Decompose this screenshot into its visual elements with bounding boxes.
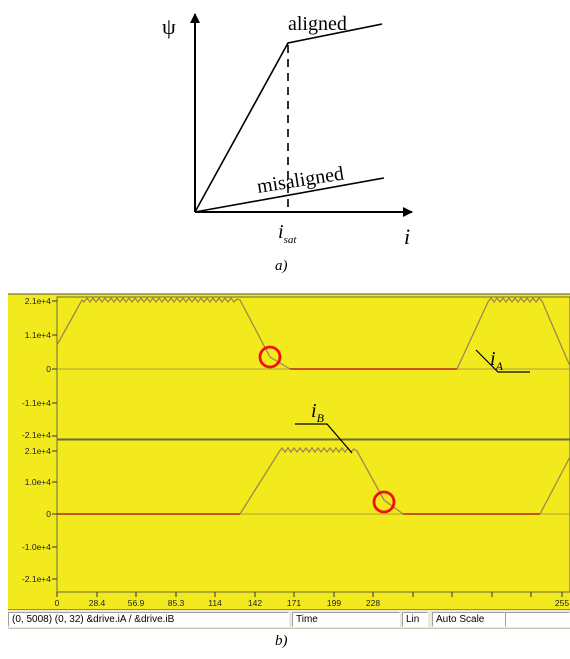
- top-ytick-label: -2.1e+4: [22, 430, 51, 440]
- caption-a-text: a): [275, 258, 288, 274]
- xtick-label: 28.4: [89, 598, 106, 608]
- bottom-ytick-label: 1.0e+4: [25, 477, 52, 487]
- top-ytick-label: 0: [46, 364, 51, 374]
- x-axis-ticks: [56, 592, 563, 597]
- caption-b-text: b): [275, 633, 288, 649]
- bottom-y-axis: [52, 450, 57, 580]
- scope-status-bar: (0, 5008) (0, 32) &drive.iA / &drive.iB …: [8, 609, 570, 629]
- scope-top-plot-area: [56, 296, 570, 440]
- flux-current-diagram: ψ aligned misaligned isat i: [162, 13, 413, 249]
- top-y-axis: [52, 300, 57, 437]
- current-axis-label: i: [404, 224, 410, 249]
- xtick-label: 85.3: [168, 598, 185, 608]
- xtick-label: 142: [248, 598, 262, 608]
- status-scale-type[interactable]: Lin: [402, 612, 428, 627]
- isat-label: isat: [278, 221, 297, 246]
- xtick-label: 199: [327, 598, 341, 608]
- aligned-curve: [194, 23, 383, 213]
- bottom-ytick-label: 0: [46, 509, 51, 519]
- marker-circle-b: [372, 490, 396, 514]
- xtick-label: 171: [287, 598, 301, 608]
- xtick-label: 0: [55, 598, 60, 608]
- scope-panel: 2.1e+4 1.1e+4 0 -1.1e+4 -2.1e+4 2.1e+4 1…: [8, 293, 570, 609]
- label-a-leader: [475, 349, 530, 373]
- xtick-label: 255: [555, 598, 569, 608]
- status-x-axis-mode[interactable]: Time: [292, 612, 400, 627]
- trace-a-waveform: [56, 296, 570, 370]
- caption-b: b): [275, 633, 288, 650]
- psi-axis-label: ψ: [162, 14, 176, 39]
- bottom-ytick-label: -2.1e+4: [22, 574, 51, 584]
- top-ytick-label: 1.1e+4: [25, 330, 52, 340]
- bottom-ytick-label: 2.1e+4: [25, 446, 52, 456]
- xtick-label: 228: [366, 598, 380, 608]
- label-b: iB: [311, 400, 325, 425]
- status-auto-scale[interactable]: Auto Scale: [432, 612, 506, 627]
- status-empty-cell: [505, 612, 570, 627]
- scope-bottom-plot-area: [56, 439, 570, 593]
- xtick-label: 56.9: [128, 598, 145, 608]
- aligned-label: aligned: [288, 13, 347, 35]
- label-b-leader: [295, 423, 353, 454]
- status-signal-info: (0, 5008) (0, 32) &drive.iA / &drive.iB: [8, 612, 289, 627]
- xtick-label: 114: [208, 598, 222, 608]
- bottom-ytick-label: -1.0e+4: [22, 542, 51, 552]
- label-a: iA: [490, 348, 504, 373]
- marker-circle-a: [258, 345, 282, 369]
- misaligned-curve: [194, 177, 385, 213]
- top-ytick-label: 2.1e+4: [25, 296, 52, 306]
- caption-a: a): [275, 258, 288, 275]
- top-ytick-label: -1.1e+4: [22, 398, 51, 408]
